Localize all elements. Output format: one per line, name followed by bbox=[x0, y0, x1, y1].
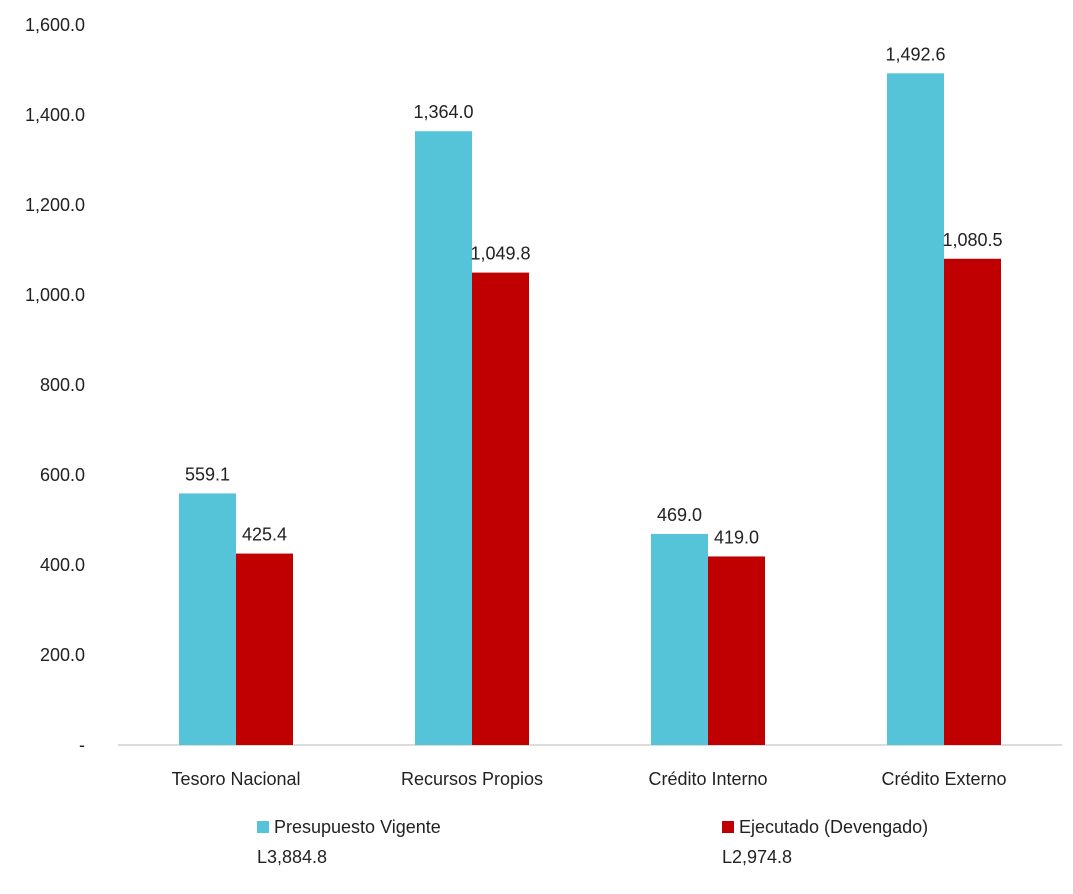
bar-ejecutado-devengado-0 bbox=[236, 553, 293, 745]
bar-ejecutado-devengado-3 bbox=[944, 258, 1001, 745]
y-tick-label: 200.0 bbox=[40, 645, 85, 665]
category-label: Recursos Propios bbox=[401, 769, 543, 789]
category-label: Crédito Interno bbox=[648, 769, 767, 789]
data-labels-group: 559.1 425.4 1,364.0 1,049.8 469.0 419.0 1,492.… bbox=[185, 44, 1003, 547]
data-label: 469.0 bbox=[657, 505, 702, 525]
category-labels-group: Tesoro Nacional Recursos Propios Crédito I… bbox=[171, 769, 1006, 789]
bars-group bbox=[179, 73, 1001, 745]
bar-presupuesto-vigente-3 bbox=[887, 73, 944, 745]
y-axis-tick-labels: - 200.0 400.0 600.0 800.0 1,000.0 1,200.0 1,400… bbox=[25, 15, 85, 755]
legend-swatch-presupuesto-vigente bbox=[257, 821, 269, 833]
y-tick-label: 1,600.0 bbox=[25, 15, 85, 35]
legend-swatch-ejecutado-devengado bbox=[722, 821, 734, 833]
legend-label-ejecutado-devengado: Ejecutado (Devengado) bbox=[739, 817, 929, 837]
bar-ejecutado-devengado-2 bbox=[708, 556, 765, 745]
legend-total-ejecutado-devengado: L2,974.8 bbox=[722, 847, 793, 867]
data-label: 425.4 bbox=[242, 525, 287, 545]
y-tick-label: 600.0 bbox=[40, 465, 85, 485]
category-label: Crédito Externo bbox=[881, 769, 1006, 789]
data-label: 1,364.0 bbox=[413, 102, 473, 122]
bar-ejecutado-devengado-1 bbox=[472, 272, 529, 745]
y-tick-label: 1,400.0 bbox=[25, 105, 85, 125]
y-tick-label: 800.0 bbox=[40, 375, 85, 395]
data-label: 559.1 bbox=[185, 464, 230, 484]
y-tick-label: 400.0 bbox=[40, 555, 85, 575]
bar-presupuesto-vigente-2 bbox=[651, 533, 708, 745]
legend-item-ejecutado-devengado: Ejecutado (Devengado) L2,974.8 bbox=[722, 812, 928, 872]
bar-chart: - 200.0 400.0 600.0 800.0 1,000.0 1,200.0 1,400… bbox=[25, 15, 1062, 789]
y-tick-label: 1,200.0 bbox=[25, 195, 85, 215]
legend-label-presupuesto-vigente: Presupuesto Vigente bbox=[274, 817, 441, 837]
data-label: 1,080.5 bbox=[942, 230, 1002, 250]
data-label: 1,049.8 bbox=[470, 244, 530, 264]
legend-item-presupuesto-vigente: Presupuesto Vigente L3,884.8 bbox=[257, 812, 441, 872]
bar-presupuesto-vigente-0 bbox=[179, 493, 236, 745]
bar-presupuesto-vigente-1 bbox=[415, 131, 472, 745]
data-label: 419.0 bbox=[714, 527, 759, 547]
legend-total-presupuesto-vigente: L3,884.8 bbox=[257, 847, 328, 867]
category-label: Tesoro Nacional bbox=[171, 769, 300, 789]
y-tick-label: - bbox=[79, 735, 85, 755]
data-label: 1,492.6 bbox=[885, 44, 945, 64]
y-tick-label: 1,000.0 bbox=[25, 285, 85, 305]
